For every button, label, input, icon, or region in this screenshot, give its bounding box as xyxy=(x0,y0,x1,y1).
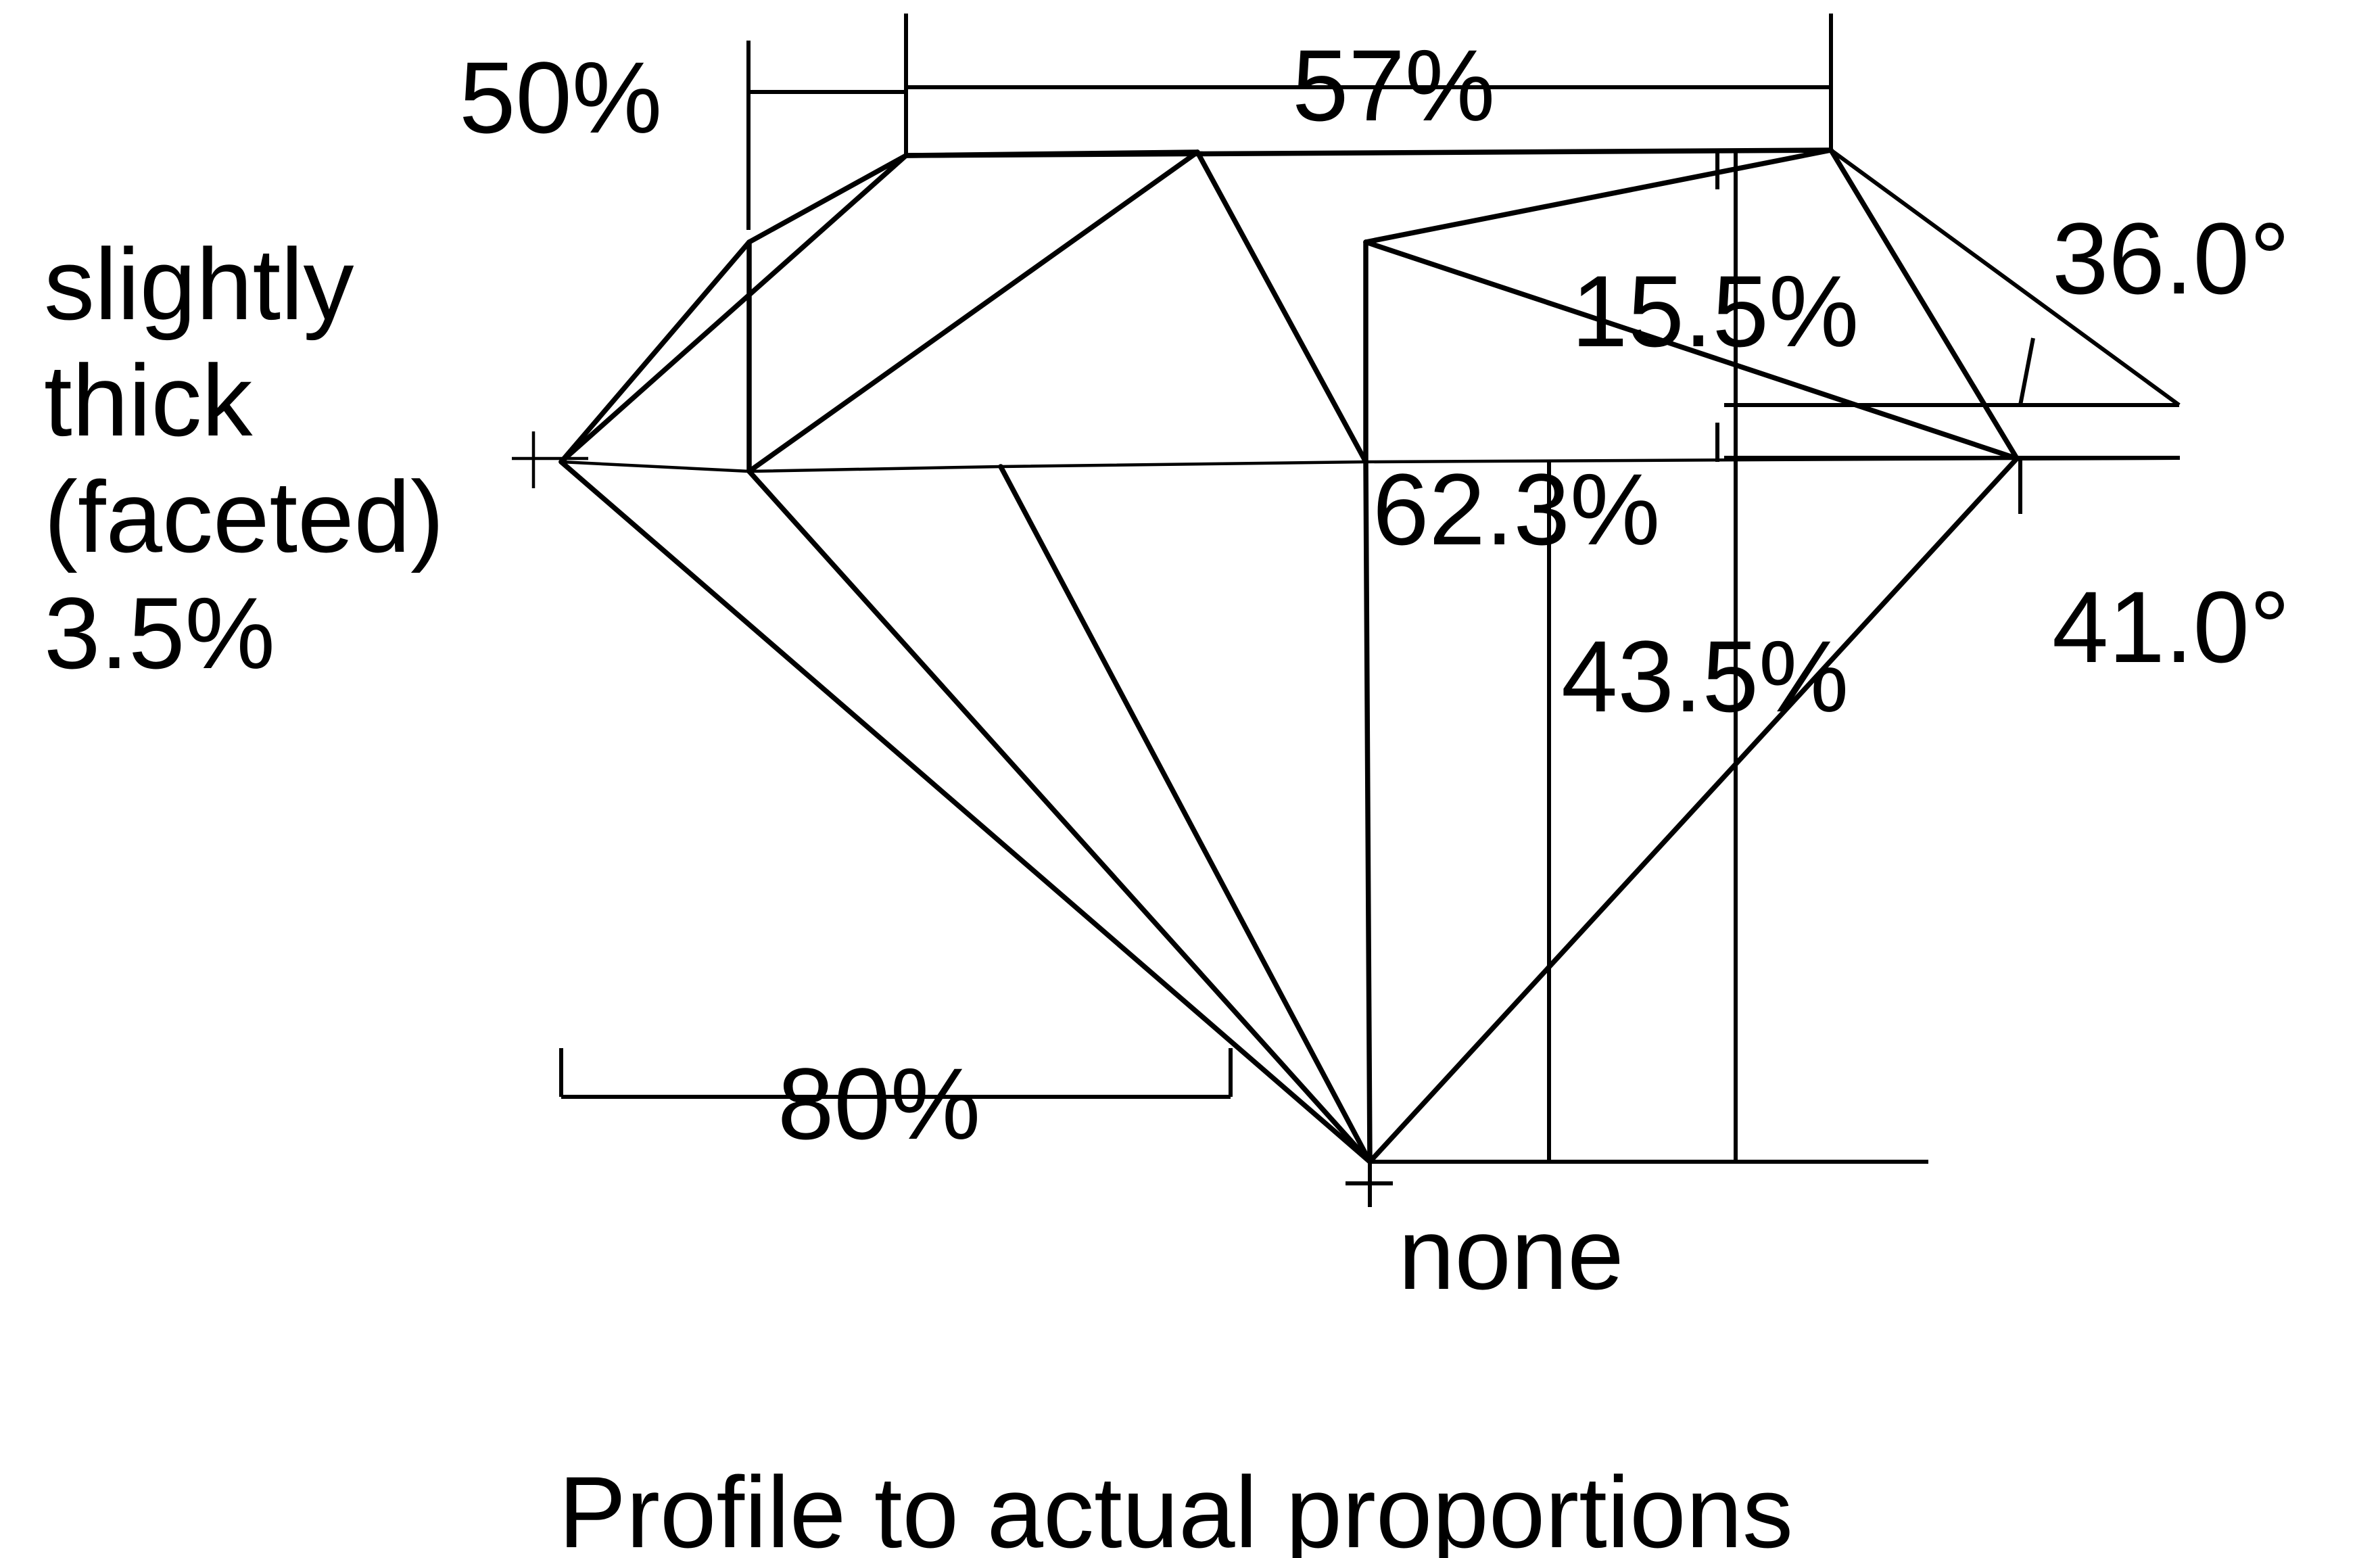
svg-text:36.0°: 36.0° xyxy=(2052,202,2290,315)
svg-text:43.5%: 43.5% xyxy=(1561,619,1849,733)
svg-text:Profile to actual proportions: Profile to actual proportions xyxy=(558,1455,1793,1558)
svg-text:none: none xyxy=(1398,1197,1624,1311)
svg-text:50%: 50% xyxy=(459,41,662,154)
svg-text:slightly: slightly xyxy=(44,227,354,341)
svg-text:62.3%: 62.3% xyxy=(1373,452,1660,566)
svg-text:80%: 80% xyxy=(778,1047,980,1160)
svg-text:41.0°: 41.0° xyxy=(2052,570,2290,684)
svg-text:(faceted): (faceted) xyxy=(44,460,444,573)
svg-text:57%: 57% xyxy=(1292,28,1495,142)
svg-text:thick: thick xyxy=(44,344,253,457)
svg-text:3.5%: 3.5% xyxy=(44,576,275,690)
svg-text:15.5%: 15.5% xyxy=(1571,254,1859,368)
